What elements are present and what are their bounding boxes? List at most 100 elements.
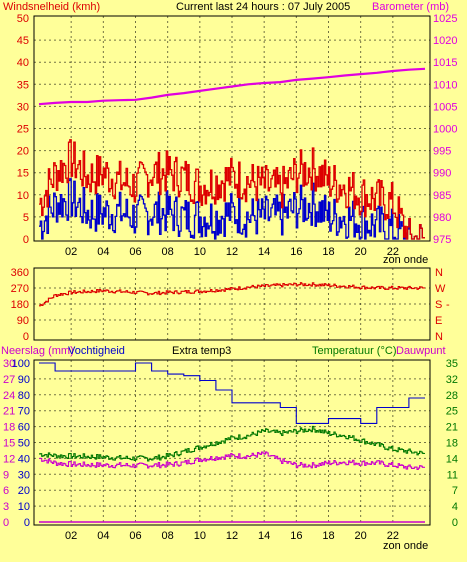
humidity-tick-label: 70 — [18, 406, 30, 418]
humidity-tick-label: 0 — [24, 517, 30, 529]
panel3-x-tick-label: 08 — [162, 530, 174, 542]
panel3-x-ticks: 02 04 06 08 10 12 14 16 18 20 22 — [65, 530, 399, 542]
wind-speed-tick-label: 35 — [17, 79, 29, 91]
panel3-x-tick-label: 18 — [322, 530, 334, 542]
temperature-tick-label: 35 — [446, 358, 458, 370]
wind-speed-tick-label: 30 — [17, 101, 29, 113]
panel3-x-tick-label: 06 — [129, 530, 141, 542]
panel1-x-tick-label: 14 — [258, 246, 270, 258]
panel3-series — [39, 362, 425, 523]
temperature-tick-label: 11 — [447, 469, 458, 481]
humidity-tick-label: 60 — [18, 422, 30, 434]
compass-label: S — [435, 299, 442, 311]
panel3-x-tick-label: 20 — [355, 530, 367, 542]
panel3-rain-ticks: 0 3 6 9 12 15 18 21 24 27 30 — [3, 358, 15, 529]
panel1-x-tick-label: 22 — [387, 246, 399, 258]
humidity-tick-label: 50 — [18, 438, 30, 450]
wind-direction-series — [39, 282, 425, 307]
barometer-tick-label: 975 — [433, 234, 451, 246]
wind-speed-tick-label: 0 — [23, 234, 29, 246]
temperature-tick-label: 7 — [452, 485, 458, 497]
panel2-grid — [34, 268, 430, 340]
wind-dir-tick-label: 360 — [11, 267, 29, 279]
barometer-tick-label: 995 — [433, 146, 451, 158]
rain-tick-label: 9 — [3, 469, 9, 481]
temperature-tick-label: 0 — [452, 517, 458, 529]
barometer-axis-title: Barometer (mb) — [372, 1, 449, 13]
panel1-x-tick-label: 16 — [290, 246, 302, 258]
wind-speed-axis-title: Windsnelheid (kmh) — [3, 1, 100, 13]
panel1-x-ticks: 02 04 06 08 10 12 14 16 18 20 22 — [65, 246, 399, 258]
wind-low-series — [39, 178, 425, 240]
wind-dir-tick-label: 90 — [17, 315, 29, 327]
panel3-x-tick-label: 16 — [290, 530, 302, 542]
rain-tick-label: 0 — [3, 517, 9, 529]
temperature-tick-label: 21 — [446, 422, 458, 434]
panel1-right-ticks: 975 980 985 990 995 1000 1005 1010 1015 1020 1025 — [433, 13, 457, 246]
wind-speed-tick-label: 20 — [17, 146, 29, 158]
compass-label: N — [435, 331, 443, 343]
humidity-tick-label: 20 — [18, 485, 30, 497]
compass-label: W — [435, 283, 446, 295]
panel1-x-tick-label: 02 — [65, 246, 77, 258]
panel1-series — [38, 67, 426, 240]
temperature-tick-label: 14 — [446, 453, 458, 465]
wind-dir-tick-label: 0 — [23, 331, 29, 343]
barometer-tick-label: 1020 — [433, 35, 457, 47]
panel1-x-tick-label: 12 — [226, 246, 238, 258]
panel3-x-tick-label: 04 — [97, 530, 109, 542]
barometer-tick-label: 980 — [433, 212, 451, 224]
humidity-tick-label: 90 — [18, 374, 30, 386]
humidity-tick-label: 10 — [18, 501, 30, 513]
humidity-tick-label: 40 — [18, 453, 30, 465]
rain-tick-label: 24 — [3, 390, 15, 402]
panel3-grid — [34, 360, 430, 525]
humidity-tick-label: 30 — [18, 469, 30, 481]
panel3-x-tick-label: 14 — [258, 530, 270, 542]
wind-speed-tick-label: 40 — [17, 57, 29, 69]
rain-axis-title: Neerslag (mm) — [1, 345, 74, 357]
panel1-left-ticks: 0 5 10 15 20 25 30 35 40 45 50 — [17, 13, 29, 246]
rain-tick-label: 30 — [3, 358, 15, 370]
panel3-x-tick-label: 02 — [65, 530, 77, 542]
rain-tick-label: 6 — [3, 485, 9, 497]
dewpoint-axis-title: Dauwpunt — [396, 345, 446, 357]
barometer-tick-label: 990 — [433, 168, 451, 180]
compass-label: E — [435, 315, 442, 327]
rain-tick-label: 27 — [3, 374, 15, 386]
barometer-tick-label: 1010 — [433, 79, 457, 91]
wind-speed-tick-label: 45 — [17, 35, 29, 47]
rain-tick-label: 18 — [3, 422, 15, 434]
panel1-x-tick-label: 04 — [97, 246, 109, 258]
compass-separator: - — [446, 299, 450, 311]
wind-speed-tick-label: 5 — [23, 212, 29, 224]
temperature-axis-title: Temperatuur (°C) — [312, 345, 396, 357]
rain-tick-label: 21 — [3, 406, 15, 418]
temperature-series — [39, 425, 425, 462]
temperature-tick-label: 25 — [446, 406, 458, 418]
humidity-tick-label: 80 — [18, 390, 30, 402]
wind-dir-tick-label: 270 — [11, 283, 29, 295]
temperature-tick-label: 4 — [452, 501, 458, 513]
extra-temp3-label: Extra temp3 — [172, 345, 231, 357]
barometer-tick-label: 1015 — [433, 57, 457, 69]
temperature-tick-label: 32 — [446, 374, 458, 386]
panel1-x-tick-label: 18 — [322, 246, 334, 258]
panel1-x-tick-label: 08 — [162, 246, 174, 258]
wind-speed-tick-label: 15 — [17, 168, 29, 180]
temperature-tick-label: 28 — [446, 390, 458, 402]
panel3-x-tick-label: 12 — [226, 530, 238, 542]
panel1-grid — [34, 16, 430, 241]
panel1-x-tick-label: 20 — [355, 246, 367, 258]
barometer-tick-label: 985 — [433, 190, 451, 202]
barometer-series — [38, 67, 426, 106]
wind-speed-tick-label: 10 — [17, 190, 29, 202]
panel3-temp-ticks: 0 4 7 11 14 18 21 25 28 32 35 — [446, 358, 458, 529]
rain-tick-label: 15 — [3, 438, 15, 450]
humidity-tick-label: 100 — [12, 358, 30, 370]
compass-label: N — [435, 267, 443, 279]
panel2-left-ticks: 0 90 180 270 360 — [11, 267, 29, 343]
wind-speed-tick-label: 50 — [17, 13, 29, 25]
